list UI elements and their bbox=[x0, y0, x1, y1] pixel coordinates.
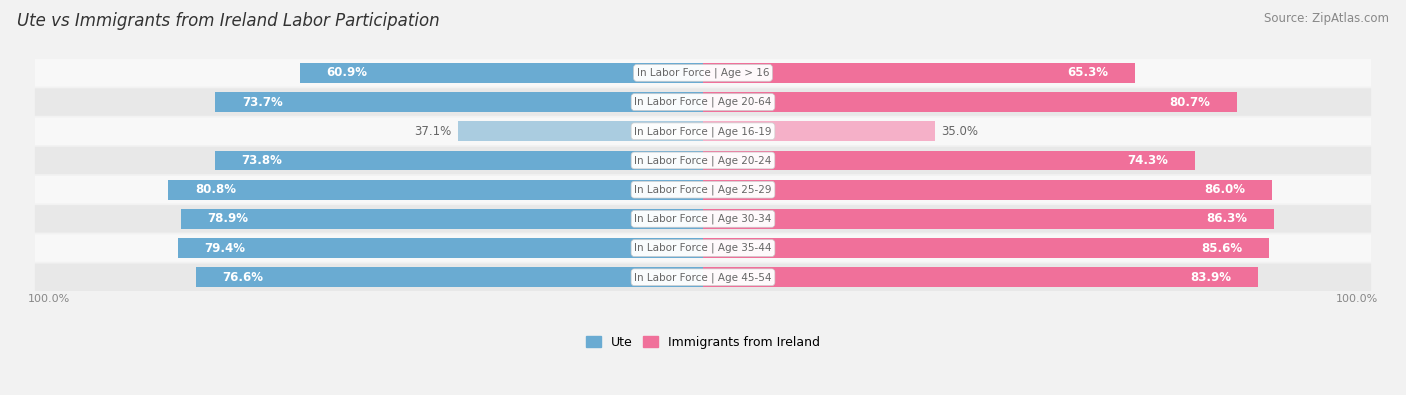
Bar bbox=[177, 238, 703, 258]
Text: 76.6%: 76.6% bbox=[222, 271, 264, 284]
FancyBboxPatch shape bbox=[35, 88, 1371, 116]
Text: In Labor Force | Age 20-24: In Labor Force | Age 20-24 bbox=[634, 155, 772, 166]
Text: 74.3%: 74.3% bbox=[1128, 154, 1168, 167]
FancyBboxPatch shape bbox=[35, 176, 1371, 203]
Bar bbox=[703, 121, 935, 141]
Text: In Labor Force | Age 25-29: In Labor Force | Age 25-29 bbox=[634, 184, 772, 195]
Text: 65.3%: 65.3% bbox=[1067, 66, 1108, 79]
FancyBboxPatch shape bbox=[35, 118, 1371, 145]
Bar bbox=[197, 267, 703, 287]
Text: In Labor Force | Age 16-19: In Labor Force | Age 16-19 bbox=[634, 126, 772, 137]
Bar bbox=[457, 121, 703, 141]
Text: 86.0%: 86.0% bbox=[1205, 183, 1246, 196]
Text: 100.0%: 100.0% bbox=[1336, 294, 1378, 304]
Text: 86.3%: 86.3% bbox=[1206, 213, 1247, 226]
Text: 100.0%: 100.0% bbox=[28, 294, 70, 304]
Bar bbox=[703, 150, 1195, 170]
Text: 83.9%: 83.9% bbox=[1191, 271, 1232, 284]
Bar bbox=[703, 267, 1258, 287]
Text: In Labor Force | Age 20-64: In Labor Force | Age 20-64 bbox=[634, 97, 772, 107]
Text: In Labor Force | Age 35-44: In Labor Force | Age 35-44 bbox=[634, 243, 772, 253]
Bar bbox=[703, 180, 1272, 199]
Bar bbox=[703, 92, 1237, 112]
Text: 85.6%: 85.6% bbox=[1202, 242, 1243, 254]
Bar bbox=[299, 63, 703, 83]
Bar bbox=[215, 150, 703, 170]
Text: 78.9%: 78.9% bbox=[208, 213, 249, 226]
Text: 37.1%: 37.1% bbox=[413, 125, 451, 138]
Text: Ute vs Immigrants from Ireland Labor Participation: Ute vs Immigrants from Ireland Labor Par… bbox=[17, 12, 440, 30]
Text: 80.8%: 80.8% bbox=[195, 183, 236, 196]
Text: In Labor Force | Age 45-54: In Labor Force | Age 45-54 bbox=[634, 272, 772, 282]
Bar bbox=[181, 209, 703, 229]
Bar bbox=[703, 63, 1135, 83]
Bar bbox=[169, 180, 703, 199]
Text: 60.9%: 60.9% bbox=[326, 66, 367, 79]
Text: In Labor Force | Age 30-34: In Labor Force | Age 30-34 bbox=[634, 214, 772, 224]
Bar bbox=[703, 209, 1274, 229]
FancyBboxPatch shape bbox=[35, 205, 1371, 233]
Text: 73.8%: 73.8% bbox=[242, 154, 283, 167]
Text: 80.7%: 80.7% bbox=[1170, 96, 1211, 109]
Bar bbox=[703, 238, 1270, 258]
Bar bbox=[215, 92, 703, 112]
Text: 79.4%: 79.4% bbox=[204, 242, 245, 254]
FancyBboxPatch shape bbox=[35, 59, 1371, 87]
Text: 35.0%: 35.0% bbox=[941, 125, 979, 138]
FancyBboxPatch shape bbox=[35, 263, 1371, 291]
Legend: Ute, Immigrants from Ireland: Ute, Immigrants from Ireland bbox=[581, 331, 825, 354]
FancyBboxPatch shape bbox=[35, 234, 1371, 262]
FancyBboxPatch shape bbox=[35, 147, 1371, 174]
Text: 73.7%: 73.7% bbox=[242, 96, 283, 109]
Text: In Labor Force | Age > 16: In Labor Force | Age > 16 bbox=[637, 68, 769, 78]
Text: Source: ZipAtlas.com: Source: ZipAtlas.com bbox=[1264, 12, 1389, 25]
